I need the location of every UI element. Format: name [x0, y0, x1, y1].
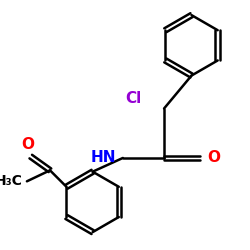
Text: Cl: Cl	[126, 91, 142, 106]
Text: O: O	[22, 137, 35, 152]
Text: HN: HN	[91, 150, 116, 166]
Text: H₃C: H₃C	[0, 174, 22, 188]
Text: O: O	[207, 150, 220, 166]
